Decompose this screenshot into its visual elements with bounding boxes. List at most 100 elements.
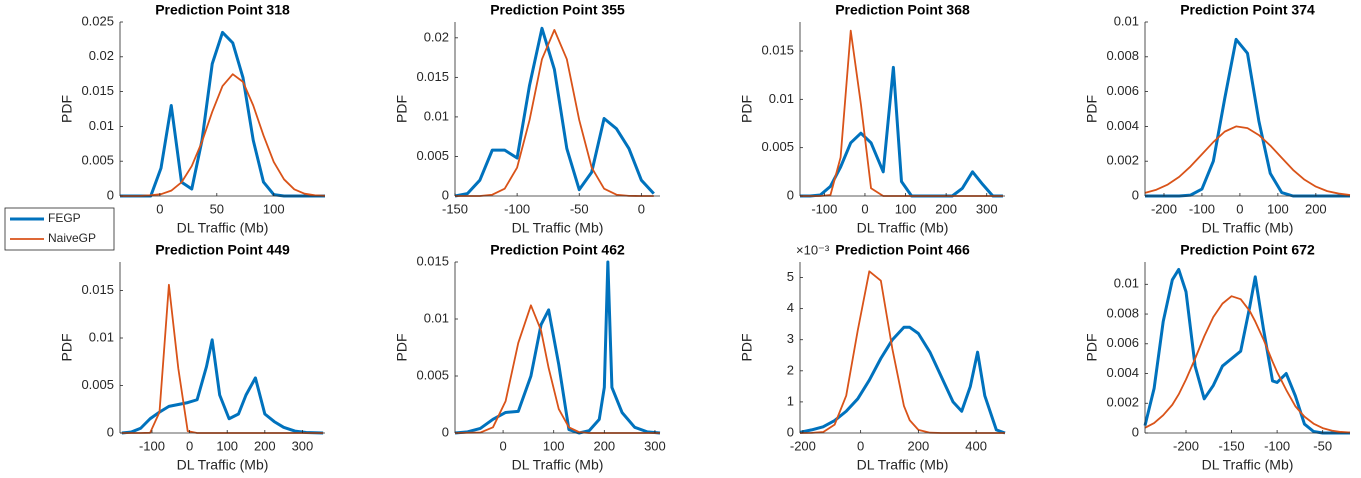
x-tick-label: 100	[895, 201, 917, 216]
pdf-curve	[120, 73, 326, 197]
y-tick-label: 0.015	[81, 83, 114, 98]
subplot: Prediction Point 368 DL Traffic (Mb) PDF -1…	[739, 2, 1005, 236]
subplot-title: Prediction Point 355	[490, 2, 625, 18]
x-tick-label: 50	[210, 201, 224, 216]
x-tick-label: 0	[186, 438, 193, 453]
y-tick-label: 0.02	[89, 48, 114, 63]
subplot-title: Prediction Point 318	[155, 2, 290, 18]
x-tick-label: 0	[1236, 201, 1243, 216]
x-tick-label: 100	[543, 438, 565, 453]
y-tick-label: 0	[1132, 424, 1139, 439]
y-tick-label: 0.01	[89, 118, 114, 133]
pdf-curve	[799, 270, 1005, 434]
pdf-curve	[454, 26, 655, 198]
y-axis-label: PDF	[1084, 95, 1100, 123]
y-tick-label: 0.005	[81, 153, 114, 168]
y-tick-label: 0.01	[424, 310, 449, 325]
x-tick-label: 200	[935, 201, 957, 216]
x-tick-label: 0	[857, 438, 864, 453]
x-tick-label: 400	[965, 438, 987, 453]
y-tick-label: 0.025	[81, 13, 114, 28]
x-tick-label: -150	[1219, 438, 1245, 453]
subplot: Prediction Point 462 DL Traffic (Mb) PDF 0 1…	[394, 242, 666, 473]
y-tick-label: 0.01	[1114, 13, 1139, 28]
y-tick-label: 0.002	[1106, 395, 1139, 410]
x-tick-label: 100	[263, 201, 285, 216]
pdf-curve	[121, 283, 324, 434]
x-tick-label: -100	[811, 201, 837, 216]
y-tick-label: 0	[442, 424, 449, 439]
x-tick-label: -50	[1313, 438, 1332, 453]
x-tick-label: 0	[156, 201, 163, 216]
x-tick-label: 0	[638, 201, 645, 216]
x-tick-label: 0	[861, 201, 868, 216]
x-tick-label: 0	[499, 438, 506, 453]
x-axis-label: DL Traffic (Mb)	[512, 220, 604, 236]
y-tick-label: 0.015	[416, 253, 449, 268]
x-tick-label: 100	[216, 438, 238, 453]
legend: FEGP NaiveGP	[4, 207, 115, 251]
y-tick-label: 0.005	[81, 377, 114, 392]
pdf-curve	[454, 304, 660, 434]
subplot-title: Prediction Point 449	[155, 242, 290, 258]
pdf-curve	[121, 338, 324, 435]
y-tick-label: 3	[787, 331, 794, 346]
y-axis-label: PDF	[394, 95, 410, 123]
y-tick-label: 0	[787, 187, 794, 202]
subplot-title: Prediction Point 374	[1180, 2, 1315, 18]
subplot: Prediction Point 466 DL Traffic (Mb) PDF ×1…	[739, 242, 1006, 473]
x-tick-label: 300	[292, 438, 314, 453]
x-tick-label: -100	[139, 438, 165, 453]
subplot-title: Prediction Point 672	[1180, 242, 1315, 258]
y-tick-label: 0	[107, 424, 114, 439]
y-tick-label: 0.015	[81, 282, 114, 297]
y-tick-label: 0.005	[761, 139, 794, 154]
subplot: Prediction Point 449 DL Traffic (Mb) PDF -1…	[59, 242, 325, 473]
y-tick-label: 0.02	[424, 29, 449, 44]
x-tick-label: 200	[254, 438, 276, 453]
y-tick-label: 0.01	[89, 329, 114, 344]
y-axis-label: PDF	[394, 334, 410, 362]
subplot: Prediction Point 318 DL Traffic (Mb) PDF 0 5…	[59, 2, 326, 236]
y-tick-label: 0.005	[416, 367, 449, 382]
x-tick-label: -100	[1189, 201, 1215, 216]
y-tick-label: 5	[787, 269, 794, 284]
y-tick-label: 2	[787, 362, 794, 377]
x-tick-label: -200	[1151, 201, 1177, 216]
pdf-curve	[1144, 125, 1351, 196]
x-axis-label: DL Traffic (Mb)	[177, 457, 269, 473]
subplot: Prediction Point 672 DL Traffic (Mb) PDF -2…	[1084, 242, 1351, 473]
x-axis-label: DL Traffic (Mb)	[857, 220, 949, 236]
subplot-title: Prediction Point 462	[490, 242, 625, 258]
y-tick-label: 0.005	[416, 148, 449, 163]
y-tick-label: 0.01	[424, 108, 449, 123]
y-tick-label: 4	[787, 300, 794, 315]
y-axis-label: PDF	[739, 95, 755, 123]
y-tick-label: 0.008	[1106, 48, 1139, 63]
x-tick-label: -100	[504, 201, 530, 216]
y-tick-label: 0.002	[1106, 153, 1139, 168]
x-tick-label: 300	[644, 438, 666, 453]
y-tick-label: 0.004	[1106, 365, 1139, 380]
y-tick-label: 0.015	[416, 69, 449, 84]
y-tick-label: 0.006	[1106, 335, 1139, 350]
x-tick-label: 200	[908, 438, 930, 453]
pdf-curve	[1144, 295, 1351, 434]
x-axis-label: DL Traffic (Mb)	[1202, 220, 1294, 236]
x-tick-label: -200	[1173, 438, 1199, 453]
y-multiplier: ×10⁻³	[796, 242, 830, 257]
x-axis-label: DL Traffic (Mb)	[512, 457, 604, 473]
legend-label: FEGP	[48, 211, 81, 225]
x-axis-label: DL Traffic (Mb)	[1202, 457, 1294, 473]
y-axis-label: PDF	[739, 334, 755, 362]
pdf-curve	[1145, 37, 1350, 198]
legend-box	[4, 207, 115, 251]
y-tick-label: 0.01	[1114, 276, 1139, 291]
y-tick-label: 0	[107, 187, 114, 202]
y-tick-label: 0.008	[1106, 305, 1139, 320]
y-tick-label: 0.01	[769, 91, 794, 106]
x-tick-label: 200	[593, 438, 615, 453]
x-tick-label: 200	[1305, 201, 1327, 216]
pdf-curve	[120, 30, 325, 198]
